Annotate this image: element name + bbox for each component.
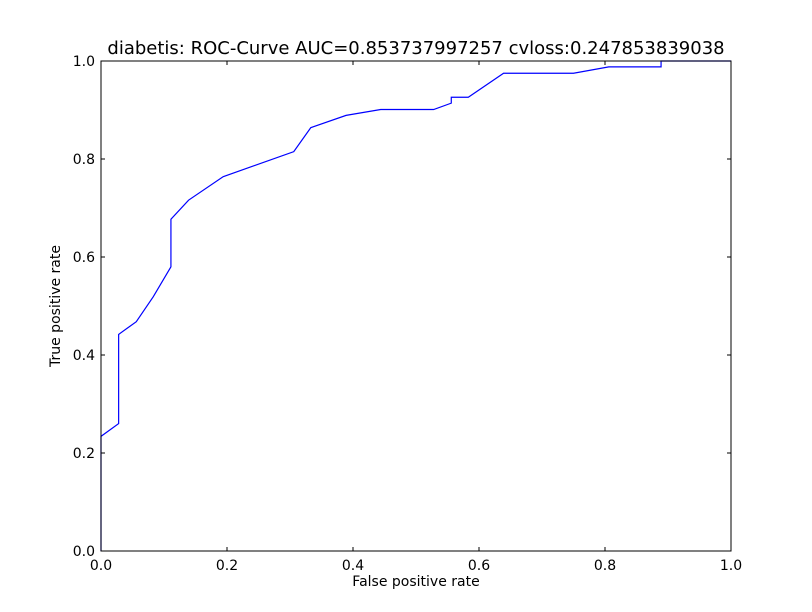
x-tick-label-4: 0.8 xyxy=(594,558,616,574)
y-tick-label-4: 0.8 xyxy=(73,152,95,168)
x-axis-ticks: 0.0 0.2 0.4 0.6 0.8 1.0 xyxy=(90,61,742,574)
x-axis-label: False positive rate xyxy=(352,574,479,590)
y-axis-label: True positive rate xyxy=(48,245,64,368)
plot-background xyxy=(101,61,731,551)
chart-title: diabetis: ROC-Curve AUC=0.853737997257 c… xyxy=(107,38,724,59)
plot-frame xyxy=(100,60,732,552)
y-tick-label-5: 1.0 xyxy=(73,54,95,70)
x-tick-label-0: 0.0 xyxy=(90,558,112,574)
y-tick-label-2: 0.4 xyxy=(73,348,95,364)
x-tick-label-1: 0.2 xyxy=(216,558,238,574)
y-tick-label-0: 0.0 xyxy=(73,544,95,560)
roc-curve-line xyxy=(100,60,731,551)
x-tick-label-3: 0.6 xyxy=(468,558,490,574)
y-axis-ticks: 0.0 0.2 0.4 0.6 0.8 1.0 xyxy=(73,54,731,560)
y-tick-label-3: 0.6 xyxy=(73,250,95,266)
plot-area xyxy=(100,60,732,552)
x-tick-label-5: 1.0 xyxy=(720,558,742,574)
x-tick-label-2: 0.4 xyxy=(342,558,364,574)
y-tick-label-1: 0.2 xyxy=(73,446,95,462)
